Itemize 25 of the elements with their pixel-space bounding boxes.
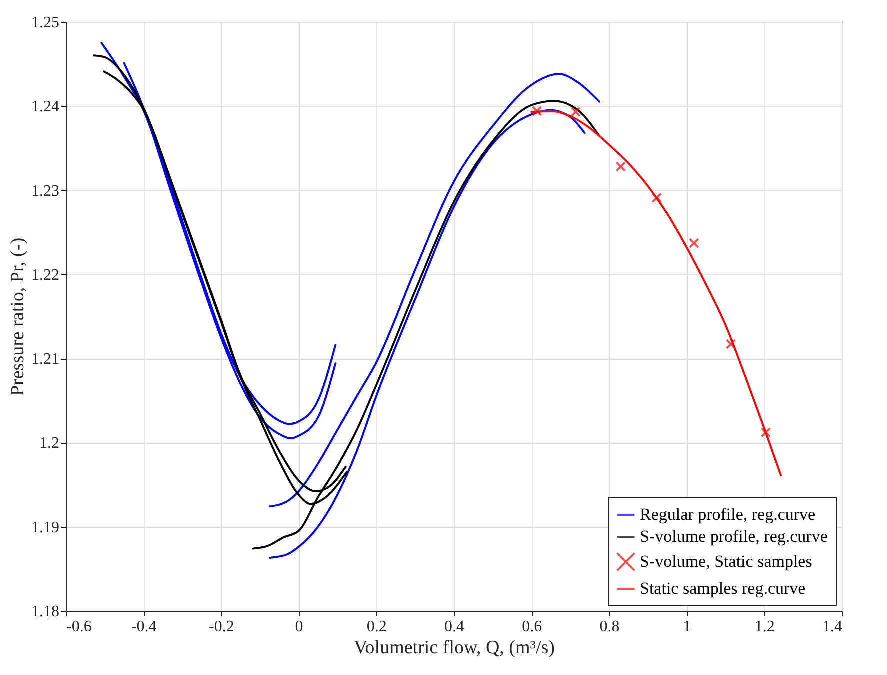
legend-label: S-volume profile, reg.curve (640, 527, 828, 546)
x-tick-label: 1.2 (754, 618, 775, 636)
y-tick-label: 1.23 (32, 182, 60, 200)
legend-label: S-volume, Static samples (640, 552, 812, 571)
y-axis-title: Pressure ratio, Pr, (-) (8, 238, 28, 396)
y-tick-label: 1.2 (40, 435, 60, 452)
x-tick-label: 0 (295, 618, 304, 636)
legend-label: Regular profile, reg.curve (640, 505, 816, 524)
x-tick-label: 0.4 (444, 618, 464, 636)
y-tick-label: 1.18 (32, 604, 60, 620)
x-tick-label: 0.2 (366, 618, 387, 636)
x-tick-label: -0.4 (131, 618, 157, 636)
y-tick-label: 1.21 (32, 351, 60, 368)
x-tick-label: 0.6 (522, 618, 542, 636)
legend-label: Static samples reg.curve (640, 579, 806, 598)
x-tick-label: 0.8 (600, 618, 620, 636)
y-tick-label: 1.22 (32, 266, 60, 284)
x-tick-label: -0.2 (209, 618, 234, 636)
x-tick-label: -0.6 (66, 618, 92, 636)
x-tick-label: 1 (683, 618, 692, 636)
y-tick-label: 1.19 (32, 519, 60, 536)
x-tick-label: 1.4 (822, 618, 842, 636)
y-tick-label: 1.24 (32, 98, 60, 116)
y-tick-label: 1.25 (32, 14, 60, 32)
x-axis-title: Volumetric flow, Q, (m³/s) (354, 638, 555, 658)
